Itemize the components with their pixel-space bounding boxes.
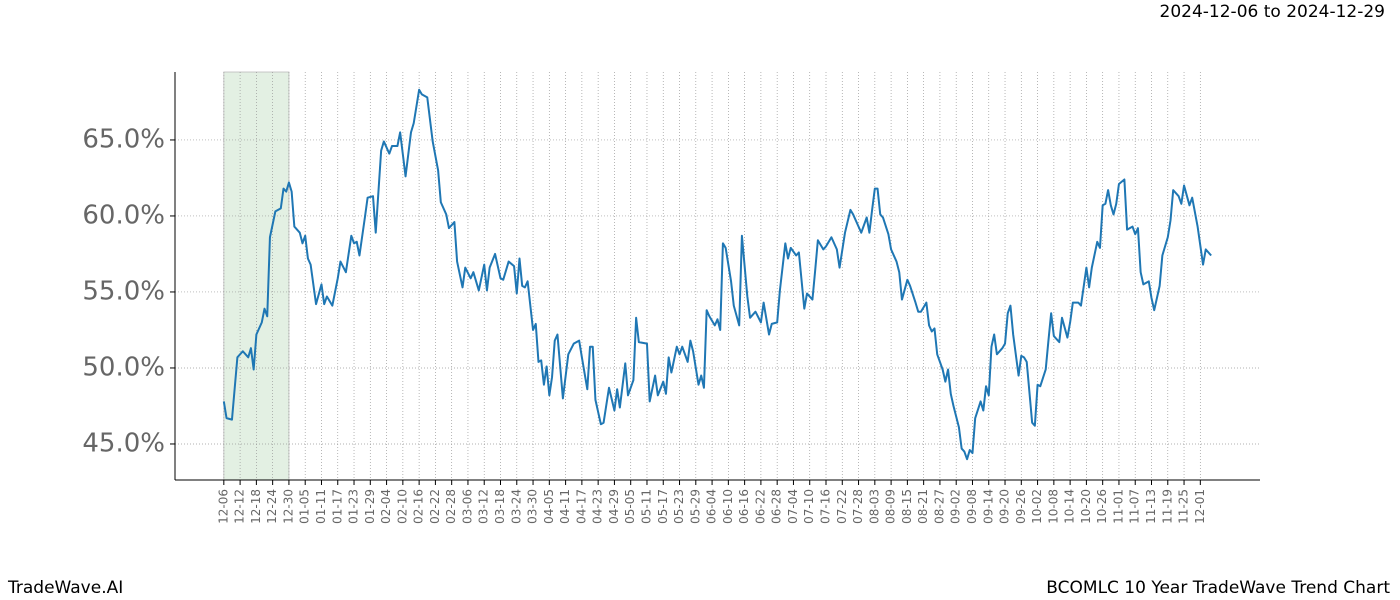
- x-tick-label: 05-29: [688, 489, 702, 524]
- x-tick-label: 01-11: [314, 489, 328, 524]
- x-tick-label: 01-29: [363, 489, 377, 524]
- x-tick-label: 03-06: [460, 489, 474, 524]
- x-tick-label: 06-22: [753, 489, 767, 524]
- x-tick-label: 09-14: [981, 489, 995, 524]
- x-tick-label: 10-08: [1046, 489, 1060, 524]
- x-tick-label: 03-24: [509, 489, 523, 524]
- x-tick-label: 08-03: [867, 489, 881, 524]
- x-tick-label: 08-09: [884, 489, 898, 524]
- x-tick-label: 06-04: [705, 489, 719, 524]
- x-tick-label: 09-20: [998, 489, 1012, 524]
- x-tick-label: 02-22: [428, 489, 442, 524]
- x-tick-label: 12-24: [265, 489, 279, 524]
- x-tick-label: 02-28: [444, 489, 458, 524]
- x-tick-label: 12-12: [233, 489, 247, 524]
- x-tick-label: 11-25: [1177, 489, 1191, 524]
- x-tick-label: 03-12: [477, 489, 491, 524]
- x-tick-label: 10-14: [1063, 489, 1077, 524]
- x-tick-label: 10-26: [1095, 489, 1109, 524]
- x-tick-label: 02-04: [379, 489, 393, 524]
- y-tick-label: 65.0%: [82, 124, 165, 154]
- footer-right: BCOMLC 10 Year TradeWave Trend Chart: [1046, 578, 1390, 598]
- x-tick-label: 03-18: [493, 489, 507, 524]
- x-tick-label: 07-16: [819, 489, 833, 524]
- x-tick-label: 11-01: [1111, 489, 1125, 524]
- x-tick-label: 02-16: [412, 489, 426, 524]
- x-tick-label: 12-01: [1193, 489, 1207, 524]
- x-tick-label: 09-26: [1014, 489, 1028, 524]
- x-tick-label: 05-23: [672, 489, 686, 524]
- y-tick-label: 45.0%: [82, 428, 165, 458]
- x-tick-label: 11-19: [1160, 489, 1174, 524]
- x-tick-label: 02-10: [395, 489, 409, 524]
- x-tick-label: 08-21: [916, 489, 930, 524]
- x-tick-label: 11-13: [1144, 489, 1158, 524]
- x-tick-label: 01-17: [330, 489, 344, 524]
- x-tick-label: 04-17: [574, 489, 588, 524]
- x-tick-label: 11-07: [1128, 489, 1142, 524]
- x-tick-label: 07-04: [786, 489, 800, 524]
- x-tick-label: 12-30: [281, 489, 295, 524]
- x-tick-label: 09-02: [949, 489, 963, 524]
- x-tick-label: 07-10: [802, 489, 816, 524]
- x-tick-label: 03-30: [526, 489, 540, 524]
- x-tick-label: 05-05: [623, 489, 637, 524]
- y-tick-label: 60.0%: [82, 200, 165, 230]
- x-tick-label: 09-08: [965, 489, 979, 524]
- x-tick-label: 12-18: [249, 489, 263, 524]
- x-tick-label: 08-15: [900, 489, 914, 524]
- y-tick-label: 50.0%: [82, 352, 165, 382]
- x-tick-label: 07-22: [835, 489, 849, 524]
- x-tick-label: 04-11: [558, 489, 572, 524]
- x-tick-label: 06-10: [721, 489, 735, 524]
- x-tick-label: 04-23: [591, 489, 605, 524]
- x-tick-label: 08-27: [932, 489, 946, 524]
- x-tick-label: 04-29: [607, 489, 621, 524]
- x-tick-label: 10-02: [1030, 489, 1044, 524]
- x-tick-label: 01-05: [298, 489, 312, 524]
- footer-left: TradeWave.AI: [7, 578, 123, 598]
- x-tick-label: 06-16: [737, 489, 751, 524]
- x-tick-label: 07-28: [851, 489, 865, 524]
- series-line: [222, 88, 1212, 461]
- x-tick-label: 06-28: [770, 489, 784, 524]
- y-tick-label: 55.0%: [82, 276, 165, 306]
- x-tick-label: 12-06: [216, 489, 230, 524]
- chart-title: 2024-12-06 to 2024-12-29: [1160, 2, 1385, 22]
- x-tick-label: 04-05: [542, 489, 556, 524]
- x-tick-label: 01-23: [347, 489, 361, 524]
- x-tick-label: 10-20: [1079, 489, 1093, 524]
- x-tick-label: 05-11: [639, 489, 653, 524]
- x-tick-label: 05-17: [656, 489, 670, 524]
